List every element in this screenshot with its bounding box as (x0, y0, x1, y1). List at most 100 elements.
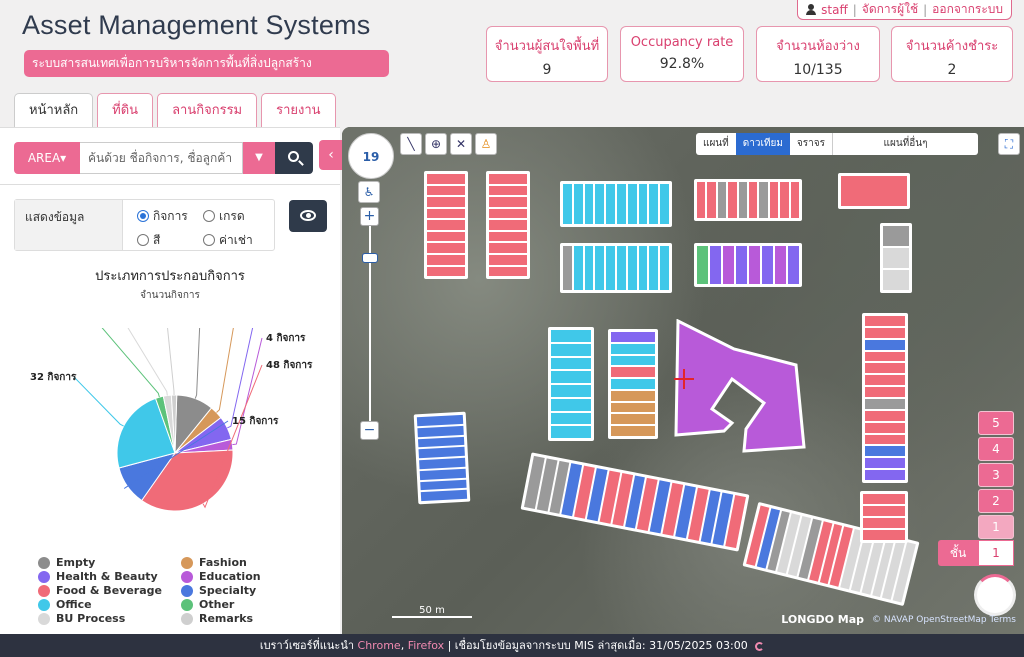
unit[interactable] (865, 399, 905, 409)
unit[interactable] (419, 457, 466, 469)
unit[interactable] (489, 254, 527, 265)
unit[interactable] (883, 270, 909, 290)
unit[interactable] (638, 184, 648, 224)
zoom-slider[interactable] (369, 225, 371, 425)
pie-slice-remarks[interactable] (170, 394, 178, 454)
unit[interactable] (551, 398, 591, 411)
unit[interactable] (762, 246, 773, 284)
building-block[interactable] (413, 411, 471, 505)
unit[interactable] (551, 343, 591, 356)
radio-color[interactable]: สี (137, 230, 203, 250)
unit[interactable] (551, 371, 591, 383)
unit[interactable] (427, 266, 465, 277)
unit[interactable] (697, 182, 706, 218)
unit[interactable] (551, 412, 591, 425)
unit[interactable] (710, 246, 721, 284)
fullscreen-button[interactable]: ⛶ (998, 133, 1020, 155)
unit[interactable] (707, 182, 716, 218)
toggle-view-button[interactable] (289, 200, 327, 232)
unit[interactable] (728, 182, 737, 218)
unit[interactable] (775, 246, 786, 284)
accessibility-button[interactable]: ♿ (358, 181, 380, 203)
unit[interactable] (865, 387, 905, 398)
building-block[interactable] (560, 243, 672, 293)
unit[interactable] (865, 316, 905, 326)
unit[interactable] (865, 446, 905, 457)
unit[interactable] (420, 490, 468, 502)
unit[interactable] (611, 332, 655, 342)
unit[interactable] (863, 506, 905, 516)
unit[interactable] (427, 220, 465, 230)
unit[interactable] (638, 246, 648, 290)
unit[interactable] (551, 385, 591, 397)
legend-item[interactable]: Specialty (181, 584, 321, 597)
street-view-button[interactable]: ♙ (475, 133, 497, 155)
unit[interactable] (611, 367, 655, 378)
unit[interactable] (489, 243, 527, 253)
unit[interactable] (489, 208, 527, 219)
unit[interactable] (417, 436, 465, 448)
building-block[interactable] (548, 327, 594, 441)
building-outline[interactable] (674, 319, 806, 453)
unit[interactable] (749, 182, 758, 218)
tab-home[interactable]: หน้าหลัก (14, 93, 94, 128)
unit[interactable] (427, 208, 465, 219)
map-view[interactable]: 19 ╲ ⊕ ✕ ♙ ♿ + − แผนที่ ดาวเทียม จราจร แ… (342, 127, 1024, 634)
unit[interactable] (627, 246, 637, 290)
unit[interactable] (865, 327, 905, 338)
unit[interactable] (611, 402, 655, 413)
unit[interactable] (790, 182, 800, 218)
collapse-panel-button[interactable]: ‹ (319, 140, 343, 170)
building-block[interactable] (860, 491, 908, 543)
search-input[interactable] (80, 142, 243, 174)
building-block[interactable] (838, 173, 910, 209)
unit[interactable] (736, 246, 747, 284)
zoom-out-button[interactable]: − (360, 421, 379, 440)
map-pan-control[interactable]: 19 (348, 133, 394, 179)
unit[interactable] (427, 197, 465, 207)
unit[interactable] (865, 434, 905, 445)
layer-map[interactable]: แผนที่ (703, 138, 729, 149)
unit[interactable] (649, 246, 659, 290)
unit[interactable] (865, 339, 905, 350)
layer-satellite[interactable]: ดาวเทียม (735, 133, 790, 155)
unit[interactable] (489, 197, 527, 207)
legend-item[interactable]: Food & Beverage (38, 584, 181, 597)
unit[interactable] (584, 246, 594, 290)
legend-item[interactable]: Health & Beauty (38, 570, 181, 583)
floor-1-button[interactable]: 1 (978, 515, 1014, 539)
area-dropdown-button[interactable]: AREA▾ (14, 142, 80, 174)
unit[interactable] (863, 518, 905, 528)
building-block[interactable] (608, 329, 658, 439)
unit[interactable] (416, 414, 464, 426)
unit[interactable] (563, 246, 572, 290)
unit[interactable] (427, 174, 465, 184)
radio-grade[interactable]: เกรด (203, 206, 273, 226)
building-block[interactable] (694, 243, 802, 287)
unit[interactable] (883, 226, 909, 246)
unit[interactable] (717, 182, 727, 218)
unit[interactable] (723, 246, 734, 284)
unit[interactable] (611, 414, 655, 425)
unit[interactable] (489, 220, 527, 230)
manage-users-link[interactable]: จัดการผู้ใช้ (861, 2, 919, 16)
building-block[interactable] (424, 171, 468, 279)
tab-activity-area[interactable]: ลานกิจกรรม (157, 93, 258, 127)
unit[interactable] (489, 231, 527, 242)
layer-traffic[interactable]: จราจร (796, 138, 825, 149)
search-dropdown-button[interactable]: ▼ (243, 142, 275, 174)
unit[interactable] (611, 355, 655, 366)
unit[interactable] (551, 357, 591, 370)
unit[interactable] (788, 246, 799, 284)
search-button[interactable] (275, 142, 313, 174)
unit[interactable] (865, 375, 905, 386)
unit[interactable] (660, 184, 669, 224)
building-block[interactable] (694, 179, 802, 221)
zoom-in-button[interactable]: + (360, 207, 379, 226)
unit[interactable] (780, 182, 789, 218)
zoom-area-button[interactable]: ⊕ (425, 133, 447, 155)
refresh-icon[interactable] (755, 641, 765, 651)
floor-3-button[interactable]: 3 (978, 463, 1014, 487)
legend-item[interactable]: Remarks (181, 612, 321, 625)
unit[interactable] (649, 184, 659, 224)
